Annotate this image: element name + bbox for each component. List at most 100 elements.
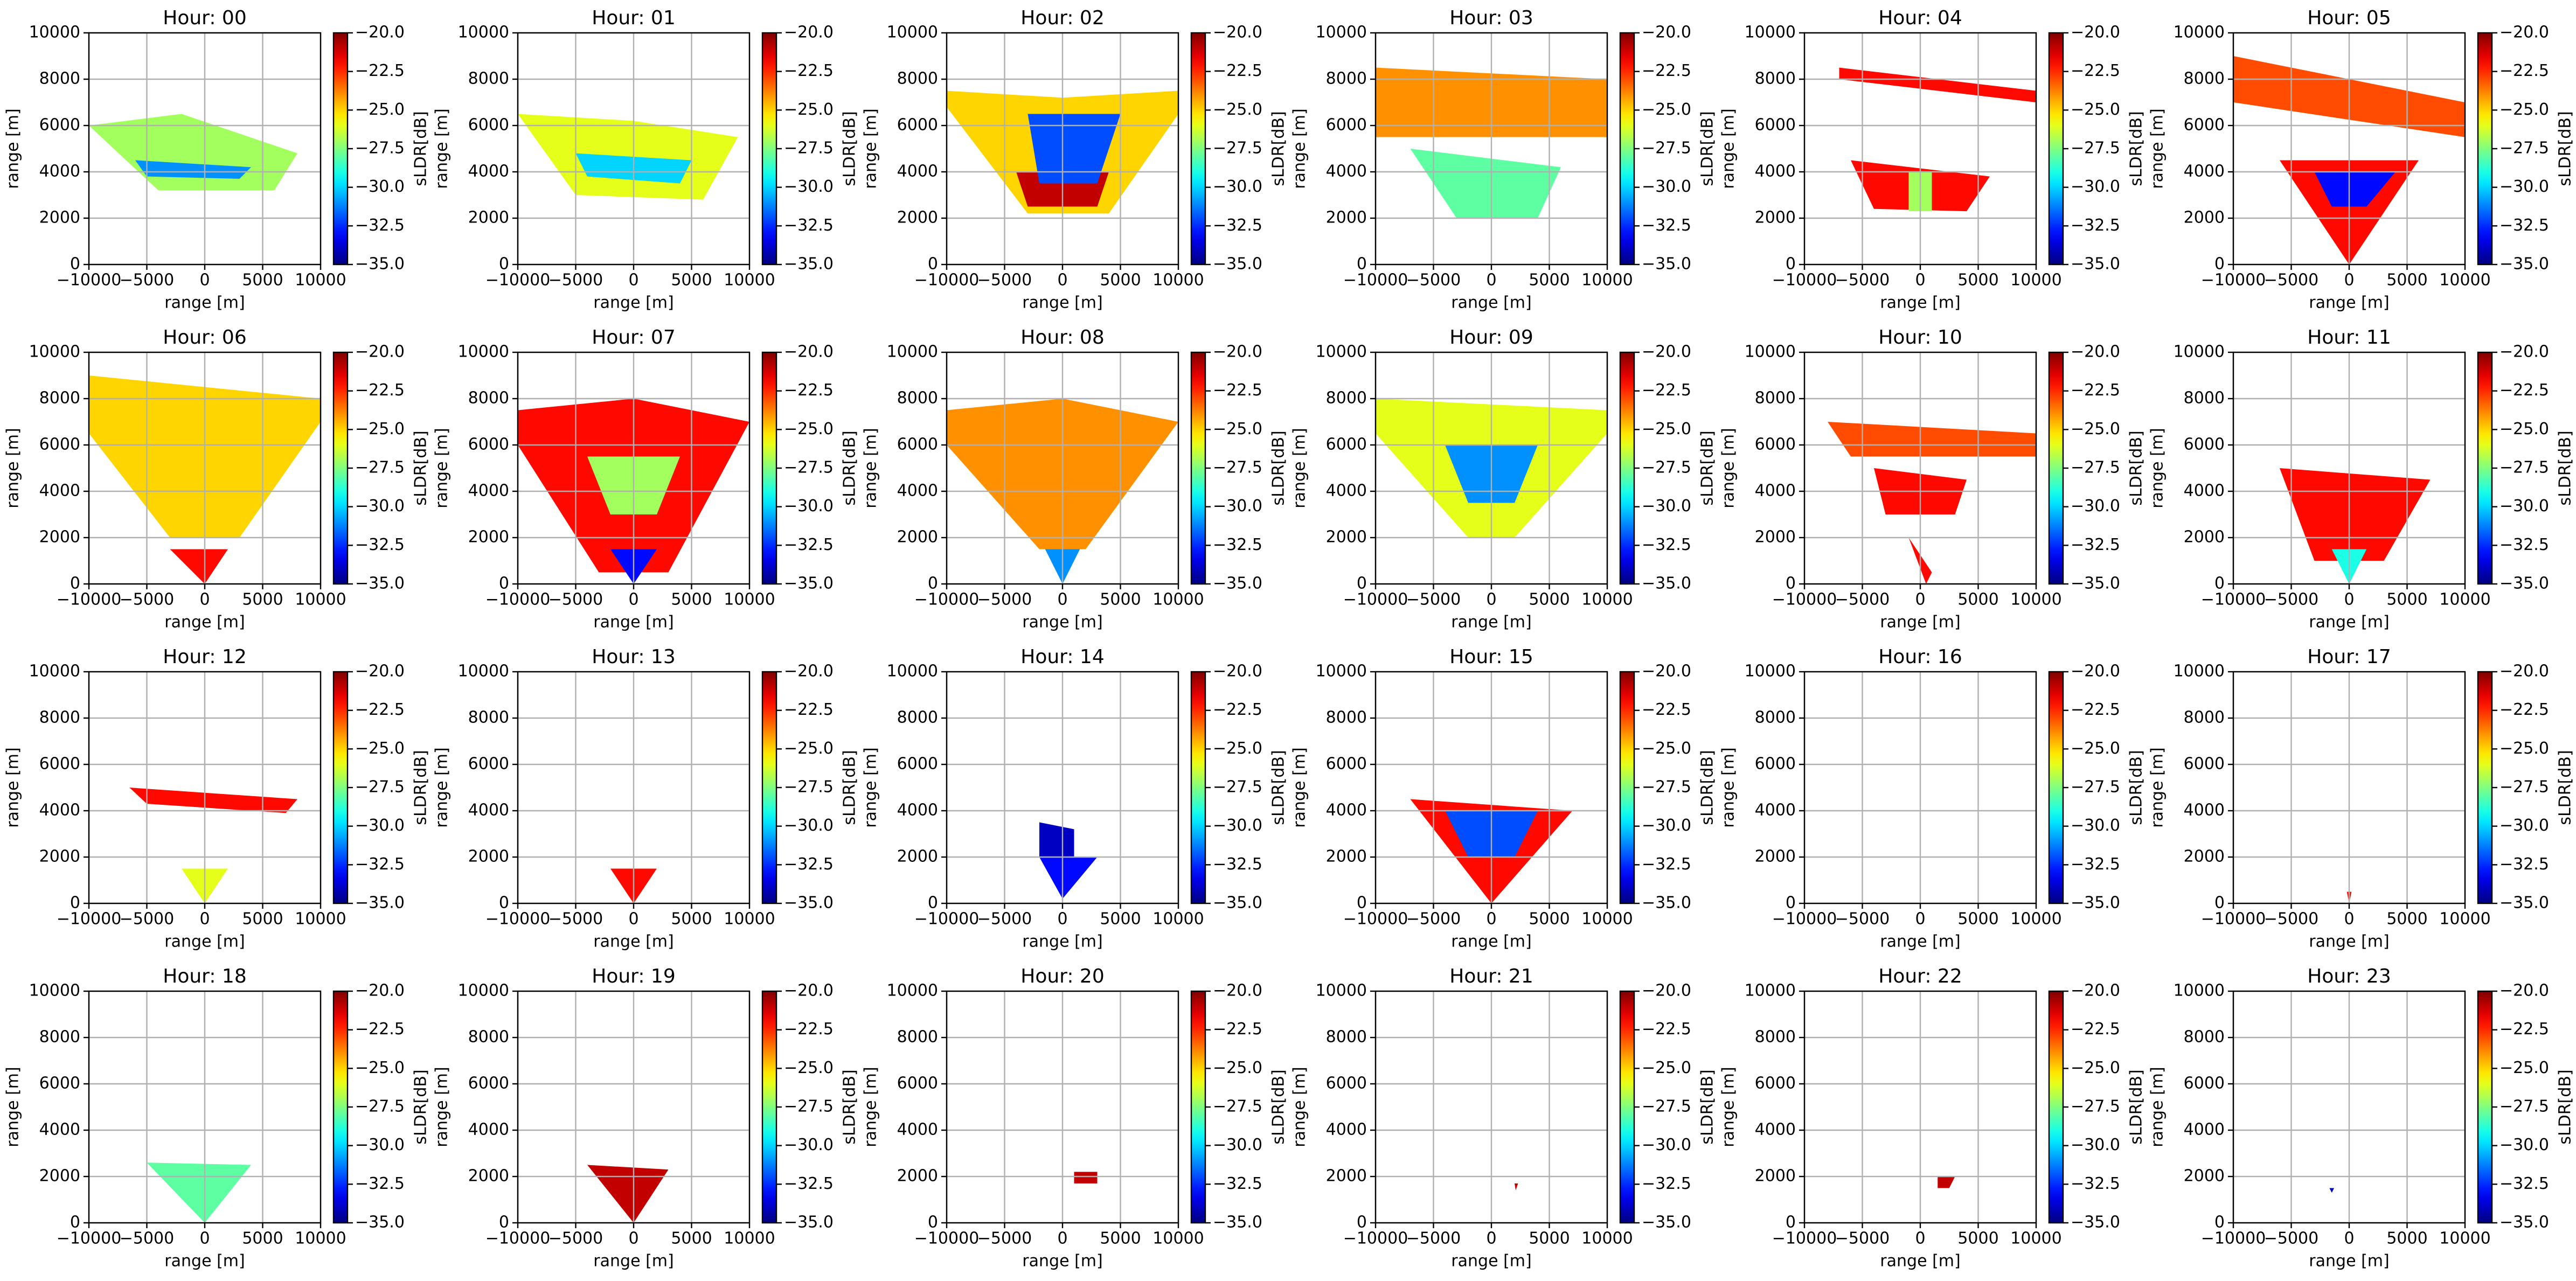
x-tick-label: −5000 [2264, 590, 2318, 609]
y-tick-label: 6000 [1326, 116, 1367, 135]
x-tick-label: −10000 [914, 271, 980, 290]
colorbar-tick-label: −20.0 [1642, 981, 1691, 1000]
x-tick-label: 0 [1486, 271, 1496, 290]
y-tick-label: 4000 [39, 162, 80, 181]
x-tick-label: 5000 [671, 910, 712, 929]
field [1938, 1176, 1955, 1188]
y-tick-label: 4000 [39, 482, 80, 500]
colorbar-tick-label: −32.5 [2499, 855, 2549, 874]
x-tick-label: −10000 [1343, 590, 1408, 609]
x-tick-label: −10000 [1772, 590, 1837, 609]
colorbar-tick-label: −27.5 [1642, 778, 1691, 797]
colorbar-tick-label: −20.0 [2499, 981, 2549, 1000]
colorbar-label: sLDR[dB] [1698, 111, 1717, 186]
colorbar-tick-label: −27.5 [2071, 778, 2120, 797]
panel-title: Hour: 11 [2307, 326, 2391, 349]
y-tick-label: 8000 [468, 708, 509, 727]
y-tick-label: 0 [928, 1213, 938, 1232]
y-tick-label: 2000 [1326, 1167, 1367, 1186]
colorbar-tick-label: −30.0 [355, 497, 405, 516]
panel: −10000−5000 0 5000 10000 0 2000 4000 6000 8000 10… [862, 326, 1288, 632]
x-tick-label: 5000 [1957, 590, 1998, 609]
y-tick-label: 4000 [897, 801, 938, 820]
x-axis-label: range [m] [164, 1252, 245, 1271]
echo-region [135, 160, 251, 179]
y-tick-label: 8000 [897, 1028, 938, 1047]
y-tick-label: 4000 [468, 162, 509, 181]
y-tick-label: 4000 [2184, 482, 2225, 500]
x-tick-label: 10000 [2010, 590, 2061, 609]
colorbar-tick-label: −25.0 [784, 1059, 834, 1077]
y-tick-label: 2000 [2184, 1167, 2225, 1186]
panel: −10000−5000 0 5000 10000 0 2000 4000 6000 8000 10… [1290, 965, 1717, 1271]
x-tick-label: −10000 [57, 271, 122, 290]
colorbar-tick-label: −32.5 [355, 535, 405, 554]
y-tick-label: 0 [1357, 574, 1367, 593]
colorbar-tick-label: −27.5 [1642, 458, 1691, 477]
colorbar-label: sLDR[dB] [1269, 111, 1288, 186]
x-tick-label: −10000 [485, 590, 551, 609]
colorbar-tick-label: −25.0 [1642, 420, 1691, 438]
y-tick-label: 8000 [39, 389, 80, 408]
colorbar-label: sLDR[dB] [2127, 750, 2146, 825]
x-tick-label: 5000 [242, 271, 283, 290]
y-tick-label: 10000 [29, 662, 80, 681]
colorbar-tick-label: −25.0 [784, 100, 834, 119]
y-axis-label: range [m] [1719, 108, 1738, 189]
colorbar-tick-label: −32.5 [2071, 216, 2120, 235]
y-tick-label: 2000 [897, 208, 938, 227]
x-tick-label: −10000 [1343, 271, 1408, 290]
colorbar-tick-label: −35.0 [355, 574, 405, 593]
x-tick-label: 0 [628, 590, 638, 609]
y-tick-label: 0 [928, 894, 938, 913]
colorbar-tick-label: −22.5 [2499, 1020, 2549, 1039]
colorbar-tick-label: −22.5 [2071, 700, 2120, 719]
y-tick-label: 8000 [2184, 389, 2225, 408]
panel-title: Hour: 14 [1020, 646, 1104, 668]
colorbar-tick-label: −35.0 [784, 255, 834, 274]
field [587, 1165, 669, 1223]
y-tick-label: 0 [1786, 894, 1796, 913]
panel-title: Hour: 12 [163, 646, 246, 668]
x-axis-label: range [m] [1022, 613, 1102, 632]
colorbar-tick-label: −27.5 [355, 458, 405, 477]
colorbar [2048, 671, 2064, 904]
y-tick-label: 4000 [2184, 1120, 2225, 1139]
y-tick-label: 6000 [39, 755, 80, 774]
y-tick-label: 10000 [1745, 23, 1796, 42]
colorbar-tick-label: −32.5 [355, 1174, 405, 1193]
y-tick-label: 4000 [1326, 482, 1367, 500]
x-tick-label: 0 [1057, 271, 1067, 290]
colorbar-label: sLDR[dB] [841, 430, 859, 505]
colorbar-tick-label: −32.5 [2071, 535, 2120, 554]
panel: −10000−5000 0 5000 10000 0 2000 4000 6000 8000 10… [4, 326, 431, 632]
colorbar-label: sLDR[dB] [841, 750, 859, 825]
colorbar-tick-label: −25.0 [1213, 739, 1262, 758]
x-axis-label: range [m] [164, 294, 245, 312]
y-tick-label: 0 [499, 894, 509, 913]
y-tick-label: 6000 [2184, 1074, 2225, 1093]
colorbar-tick-label: −20.0 [784, 662, 834, 681]
y-tick-label: 8000 [897, 69, 938, 88]
x-axis-label: range [m] [593, 932, 673, 951]
x-tick-label: −5000 [977, 910, 1032, 929]
x-tick-label: −10000 [2201, 590, 2266, 609]
colorbar-tick-label: −20.0 [355, 23, 405, 42]
x-tick-label: 10000 [295, 1229, 346, 1248]
x-tick-label: −10000 [485, 271, 551, 290]
colorbar-tick-label: −30.0 [1213, 816, 1262, 835]
y-tick-label: 6000 [897, 435, 938, 454]
y-tick-label: 10000 [29, 343, 80, 361]
colorbar [2477, 671, 2493, 904]
x-tick-label: 5000 [1100, 910, 1141, 929]
x-tick-label: −5000 [2264, 1229, 2318, 1248]
colorbar-tick-label: −22.5 [2499, 700, 2549, 719]
y-tick-label: 2000 [468, 208, 509, 227]
x-tick-label: −5000 [977, 271, 1032, 290]
x-tick-label: 10000 [1581, 1229, 1633, 1248]
colorbar-tick-label: −27.5 [1213, 139, 1262, 158]
y-tick-label: 4000 [468, 482, 509, 500]
colorbar [1619, 32, 1635, 266]
y-axis-label: range [m] [2148, 747, 2167, 827]
